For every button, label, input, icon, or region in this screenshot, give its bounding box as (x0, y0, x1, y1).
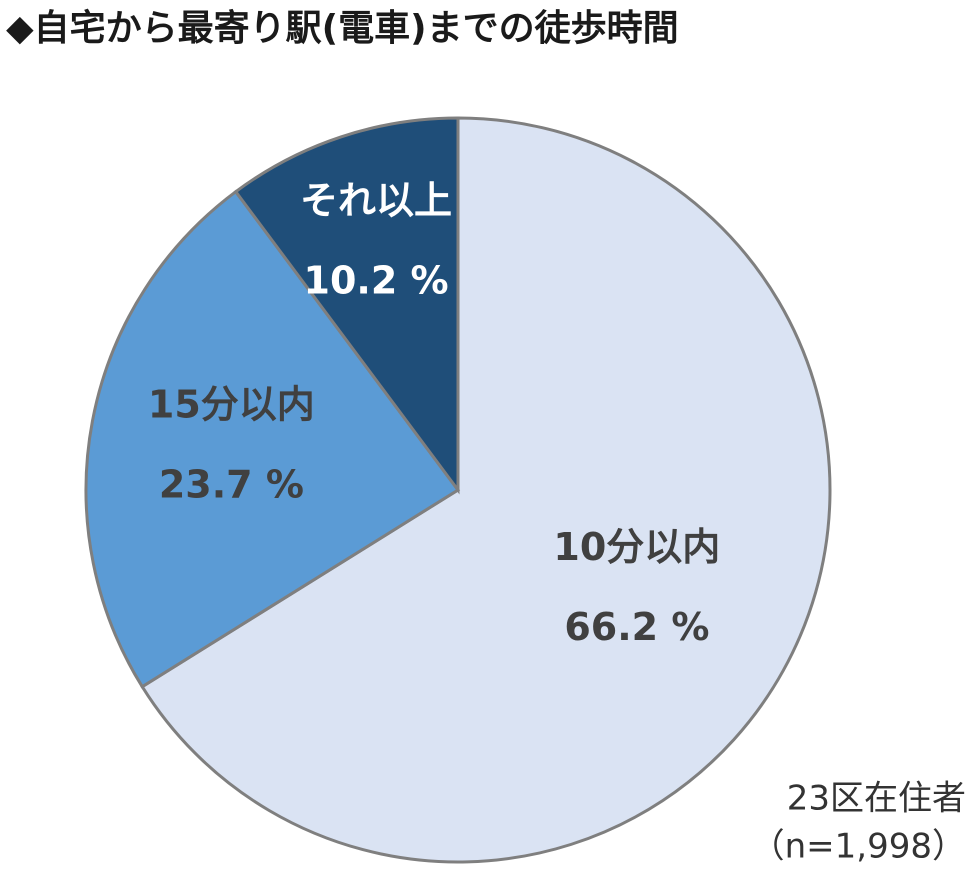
value-label: 23.7 % (159, 463, 304, 507)
pie-slice (84, 189, 461, 689)
pie-slice (233, 116, 460, 495)
note: 23区在住者 (787, 779, 966, 819)
pie: 10分以内 66.2 % 15分以内 23.7 % それ以上 10.2 % (84, 116, 832, 864)
value-label: 10.2 % (304, 258, 449, 302)
slice-label: 15分以内 (148, 383, 315, 427)
slice-label: それ以上 (300, 178, 452, 222)
slice-label: 10分以内 (553, 525, 720, 569)
value-label: 66.2 % (564, 605, 709, 649)
pie-slice (140, 116, 832, 864)
note: （n=1,998） (751, 827, 966, 867)
chart-title: ◆自宅から最寄り駅(電車)までの徒歩時間 (6, 7, 679, 49)
